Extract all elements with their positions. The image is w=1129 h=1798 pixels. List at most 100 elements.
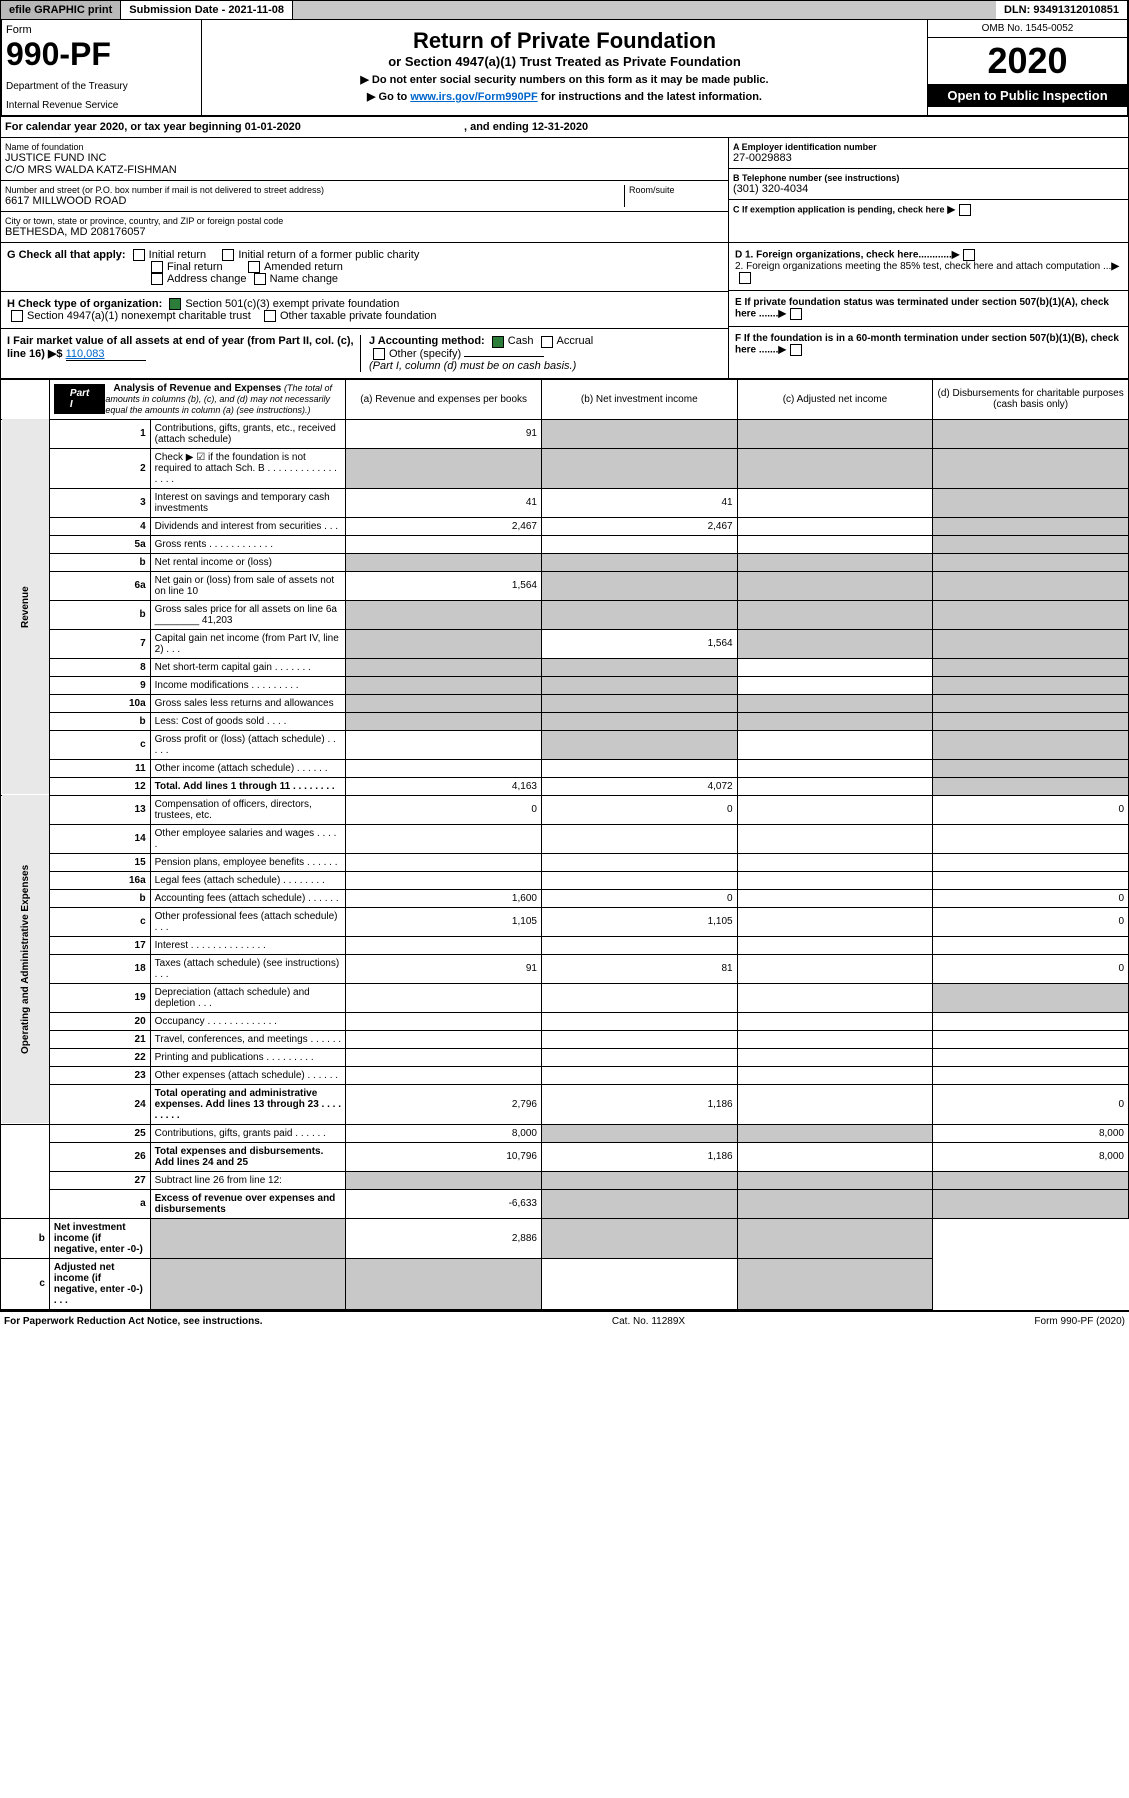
row-value: [933, 488, 1129, 517]
row-value: [346, 658, 542, 676]
row-value: [541, 448, 737, 488]
row-value: [541, 658, 737, 676]
h-other-checkbox[interactable]: [264, 310, 276, 322]
c-checkbox[interactable]: [959, 204, 971, 216]
entity-info: Name of foundation JUSTICE FUND INC C/O …: [0, 138, 1129, 243]
row-value: -6,633: [346, 1189, 542, 1218]
name-label: Name of foundation: [5, 142, 724, 152]
row-value: [346, 712, 542, 730]
row-value: [346, 1171, 542, 1189]
table-row: 22Printing and publications . . . . . . …: [1, 1048, 1129, 1066]
irs-link[interactable]: www.irs.gov/Form990PF: [410, 91, 537, 103]
form-number: 990-PF: [6, 36, 197, 73]
efile-print-button[interactable]: efile GRAPHIC print: [1, 1, 121, 19]
row-value: 0: [933, 1084, 1129, 1124]
row-value: [541, 1012, 737, 1030]
row-value: [933, 629, 1129, 658]
row-number: 10a: [49, 694, 150, 712]
d2-label: 2. Foreign organizations meeting the 85%…: [735, 261, 1111, 272]
table-row: 27Subtract line 26 from line 12:: [1, 1171, 1129, 1189]
row-value: [933, 571, 1129, 600]
j-other-checkbox[interactable]: [373, 348, 385, 360]
row-desc: Interest on savings and temporary cash i…: [150, 488, 346, 517]
g-amended-checkbox[interactable]: [248, 261, 260, 273]
row-value: [346, 730, 542, 759]
e-checkbox[interactable]: [790, 308, 802, 320]
h-label: H Check type of organization:: [7, 298, 162, 310]
row-value: [541, 1189, 737, 1218]
table-row: 20Occupancy . . . . . . . . . . . . .: [1, 1012, 1129, 1030]
table-row: aExcess of revenue over expenses and dis…: [1, 1189, 1129, 1218]
row-value: [541, 936, 737, 954]
i-value[interactable]: 110,083: [66, 348, 146, 361]
row-number: 1: [49, 419, 150, 448]
table-row: 11Other income (attach schedule) . . . .…: [1, 759, 1129, 777]
row-desc: Net short-term capital gain . . . . . . …: [150, 658, 346, 676]
row-number: 17: [49, 936, 150, 954]
row-value: [737, 1258, 933, 1309]
table-row: 2Check ▶ ☑ if the foundation is not requ…: [1, 448, 1129, 488]
f-checkbox[interactable]: [790, 344, 802, 356]
part1-label: Part I: [54, 384, 105, 414]
row-desc: Capital gain net income (from Part IV, l…: [150, 629, 346, 658]
d1-checkbox[interactable]: [963, 249, 975, 261]
open-to-public: Open to Public Inspection: [928, 84, 1127, 107]
table-row: 25Contributions, gifts, grants paid . . …: [1, 1124, 1129, 1142]
g-initial-former-checkbox[interactable]: [222, 249, 234, 261]
footer-left: For Paperwork Reduction Act Notice, see …: [4, 1316, 263, 1327]
row-value: 4,072: [541, 777, 737, 795]
h-501c3-checkbox[interactable]: [169, 298, 181, 310]
row-value: [737, 907, 933, 936]
row-desc: Gross sales less returns and allowances: [150, 694, 346, 712]
j-cash-checkbox[interactable]: [492, 336, 504, 348]
g-final-checkbox[interactable]: [151, 261, 163, 273]
d2-checkbox[interactable]: [739, 272, 751, 284]
row-value: [933, 676, 1129, 694]
row-value: 10,796: [346, 1142, 542, 1171]
row-desc: Pension plans, employee benefits . . . .…: [150, 853, 346, 871]
row-value: [346, 983, 542, 1012]
g-address-checkbox[interactable]: [151, 273, 163, 285]
row-number: 7: [49, 629, 150, 658]
table-row: Operating and Administrative Expenses13C…: [1, 795, 1129, 824]
table-row: 8Net short-term capital gain . . . . . .…: [1, 658, 1129, 676]
row-value: 1,564: [346, 571, 542, 600]
row-value: [737, 983, 933, 1012]
row-number: 6a: [49, 571, 150, 600]
table-row: 12Total. Add lines 1 through 11 . . . . …: [1, 777, 1129, 795]
row-value: [737, 658, 933, 676]
row-number: 27: [49, 1171, 150, 1189]
table-row: 17Interest . . . . . . . . . . . . . .: [1, 936, 1129, 954]
row-value: [933, 1030, 1129, 1048]
row-value: [737, 759, 933, 777]
table-row: cOther professional fees (attach schedul…: [1, 907, 1129, 936]
row-value: [737, 954, 933, 983]
row-value: [346, 1030, 542, 1048]
row-value: [541, 676, 737, 694]
row-number: c: [1, 1258, 50, 1309]
h-4947-checkbox[interactable]: [11, 310, 23, 322]
table-row: bLess: Cost of goods sold . . . .: [1, 712, 1129, 730]
checks-block: G Check all that apply: Initial return I…: [0, 243, 1129, 379]
table-row: bNet investment income (if negative, ent…: [1, 1218, 1129, 1258]
dln: DLN: 93491312010851: [996, 1, 1128, 19]
j-accrual-checkbox[interactable]: [541, 336, 553, 348]
row-desc: Gross sales price for all assets on line…: [150, 600, 346, 629]
row-value: [737, 889, 933, 907]
row-value: 0: [933, 889, 1129, 907]
table-row: 18Taxes (attach schedule) (see instructi…: [1, 954, 1129, 983]
street-address: 6617 MILLWOOD ROAD: [5, 195, 624, 207]
g-initial-checkbox[interactable]: [133, 249, 145, 261]
col-c-header: (c) Adjusted net income: [737, 379, 933, 419]
row-desc: Net rental income or (loss): [150, 553, 346, 571]
ein-label: A Employer identification number: [733, 142, 1124, 152]
g-name-checkbox[interactable]: [254, 273, 266, 285]
row-desc: Accounting fees (attach schedule) . . . …: [150, 889, 346, 907]
row-number: 4: [49, 517, 150, 535]
row-value: [737, 871, 933, 889]
row-value: [541, 853, 737, 871]
row-desc: Other expenses (attach schedule) . . . .…: [150, 1066, 346, 1084]
top-bar: efile GRAPHIC print Submission Date - 20…: [0, 0, 1129, 20]
row-value: [541, 1258, 737, 1309]
city-state-zip: BETHESDA, MD 208176057: [5, 226, 724, 238]
